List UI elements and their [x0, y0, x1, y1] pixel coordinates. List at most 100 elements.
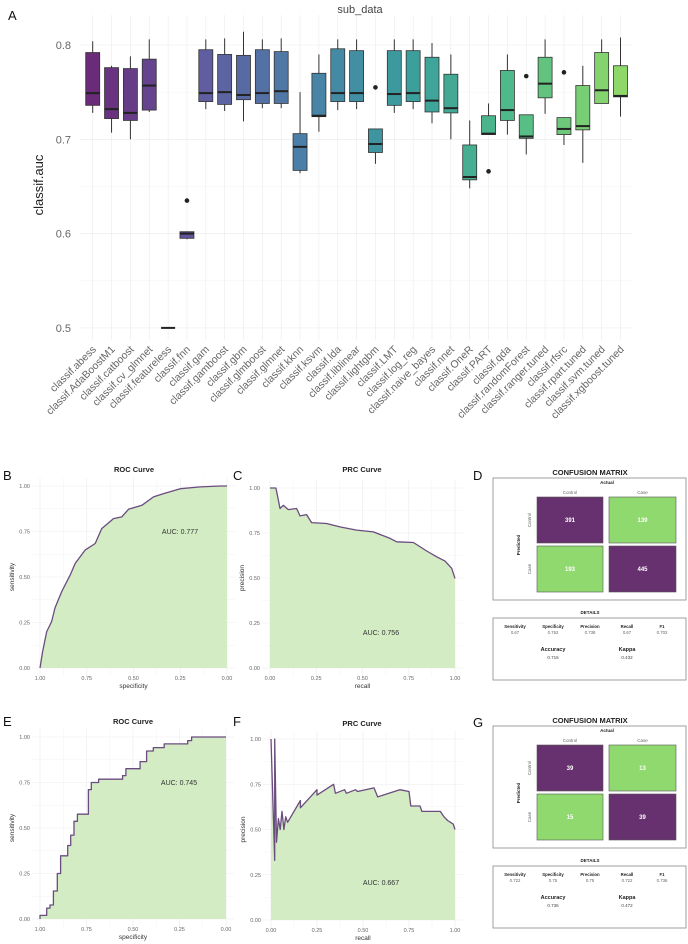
row-class-label: Control	[527, 761, 532, 776]
curve-line	[39, 485, 227, 669]
box-iqr	[217, 54, 233, 105]
auc-annotation: AUC: 0.667	[363, 880, 399, 887]
outlier-point	[523, 73, 529, 79]
auc-annotation: AUC: 0.756	[363, 630, 399, 637]
panel-title: PRC Curve	[342, 465, 381, 474]
outlier-point	[486, 169, 491, 174]
cm-title: CONFUSION MATRIX	[552, 716, 627, 725]
y-tick-label: 0.50	[250, 828, 261, 834]
metric-label: Precision	[580, 872, 600, 877]
box-iqr	[236, 54, 251, 101]
curve-line	[270, 487, 456, 579]
box-iqr	[424, 56, 440, 113]
curve-line	[270, 738, 456, 861]
y-tick-label: 1.00	[249, 486, 260, 492]
panel-letter: G	[473, 715, 483, 730]
roc-curve-panel-e: 1.00 0.75 0.50 0.25 0.00 0.00 0.25 0.50 0.75 1.00…	[9, 717, 234, 941]
summary-label: Accuracy	[541, 895, 567, 901]
y-tick-label: 1.00	[19, 484, 30, 490]
x-tick-label: 0.00	[222, 676, 233, 682]
metric-value: 0.67	[623, 630, 632, 635]
area-under-curve	[271, 739, 455, 920]
boxplot-panel: 0.5 0.6 0.7 0.8 sub_data classif.aucclassif.a…	[31, 4, 632, 421]
x-tick-label: 1.00	[450, 928, 461, 934]
metric-label: Sensitivity	[504, 624, 526, 629]
cm-cell-value: 15	[567, 815, 574, 821]
metric-value: 0.722	[622, 878, 633, 883]
panel-title: ROC Curve	[114, 465, 154, 474]
summary-value: 0.432	[621, 655, 633, 660]
x-tick-label: 0.50	[128, 927, 139, 933]
metric-label: Precision	[580, 624, 600, 629]
box-iqr	[556, 117, 572, 135]
details-title: DETAILS	[581, 858, 600, 863]
confusion-matrix-panel-g: CONFUSION MATRIX Actual Control Case Control…	[492, 716, 687, 929]
x-axis-label: recall	[355, 935, 371, 942]
y-tick-label: 1.00	[250, 737, 261, 743]
box-iqr	[462, 144, 478, 181]
metric-label: Specificity	[542, 872, 564, 877]
box-classif-qda: classif.qda	[470, 54, 515, 387]
box-iqr	[613, 65, 628, 98]
y-tick-label: 0.00	[249, 666, 260, 672]
box-iqr	[292, 133, 308, 171]
metric-value: 0.702	[657, 630, 668, 635]
x-tick-label: 0.75	[404, 928, 415, 934]
box-iqr	[481, 115, 496, 135]
column-class-label: Case	[637, 490, 648, 495]
y-tick-label: 0.75	[19, 530, 30, 536]
cm-cell-value: 391	[565, 518, 576, 524]
cm-cell	[608, 744, 677, 792]
x-axis-label: recall	[355, 683, 371, 690]
x-tick-label: 0.25	[175, 676, 186, 682]
x-axis-label: specificity	[119, 934, 148, 941]
column-class-label: Control	[563, 738, 578, 743]
x-tick-label: 0.50	[357, 676, 368, 682]
auc-annotation: AUC: 0.745	[161, 780, 197, 787]
box-iqr	[311, 72, 327, 118]
summary-label: Kappa	[619, 895, 637, 901]
actual-label: Actual	[600, 728, 614, 733]
y-axis-label: classif.auc	[31, 154, 46, 215]
box-iqr	[443, 73, 459, 114]
y-tick-label: 1.00	[19, 735, 30, 741]
metric-value: 0.75	[549, 878, 558, 883]
y-axis-label: precision	[239, 565, 246, 591]
row-class-label: Case	[527, 563, 532, 574]
x-tick-label: 0.00	[265, 676, 276, 682]
y-tick-label: 0.75	[19, 781, 30, 787]
box-iqr	[254, 49, 270, 104]
y-axis-label: sensitivity	[9, 562, 16, 591]
panel-title: PRC Curve	[342, 719, 381, 728]
confusion-matrix-panel-d: CONFUSION MATRIX Actual Control Case Control…	[492, 468, 687, 681]
y-tick-label: 0.75	[249, 531, 260, 537]
cm-cell-value: 139	[637, 518, 648, 524]
prc-curve-panel-c: 0.00 0.25 0.50 0.75 1.00 0.00 0.25 0.50 0.75 1.00…	[239, 465, 463, 690]
box-iqr	[179, 231, 195, 239]
x-tick-label: 0.25	[311, 676, 322, 682]
chart-title: sub_data	[337, 4, 383, 16]
box-iqr	[123, 68, 138, 121]
box-iqr	[368, 128, 383, 153]
row-class-label: Control	[527, 513, 532, 528]
metric-label: Recall	[621, 872, 634, 877]
box-iqr	[386, 50, 402, 106]
metric-value: 0.75	[586, 878, 595, 883]
cm-cell	[536, 496, 604, 544]
y-tick-label: 0.8	[56, 40, 71, 52]
metric-value: 0.762	[548, 630, 559, 635]
x-tick-label: 0.00	[221, 927, 232, 933]
details-frame	[492, 617, 687, 681]
box-classif-ksvm: classif.ksvm	[277, 54, 327, 392]
summary-label: Kappa	[619, 647, 637, 653]
box-iqr	[499, 70, 515, 121]
x-tick-label: 0.25	[312, 928, 323, 934]
y-axis-label: sensitivity	[9, 813, 16, 842]
row-class-label: Case	[527, 811, 532, 822]
metric-label: Sensitivity	[504, 872, 526, 877]
prc-curve-panel-f: 0.00 0.25 0.50 0.75 1.00 0.00 0.25 0.50 0.75 1.00…	[240, 719, 463, 942]
x-tick-label: 0.75	[81, 927, 92, 933]
cm-cell	[608, 545, 677, 593]
metric-label: Recall	[621, 624, 634, 629]
